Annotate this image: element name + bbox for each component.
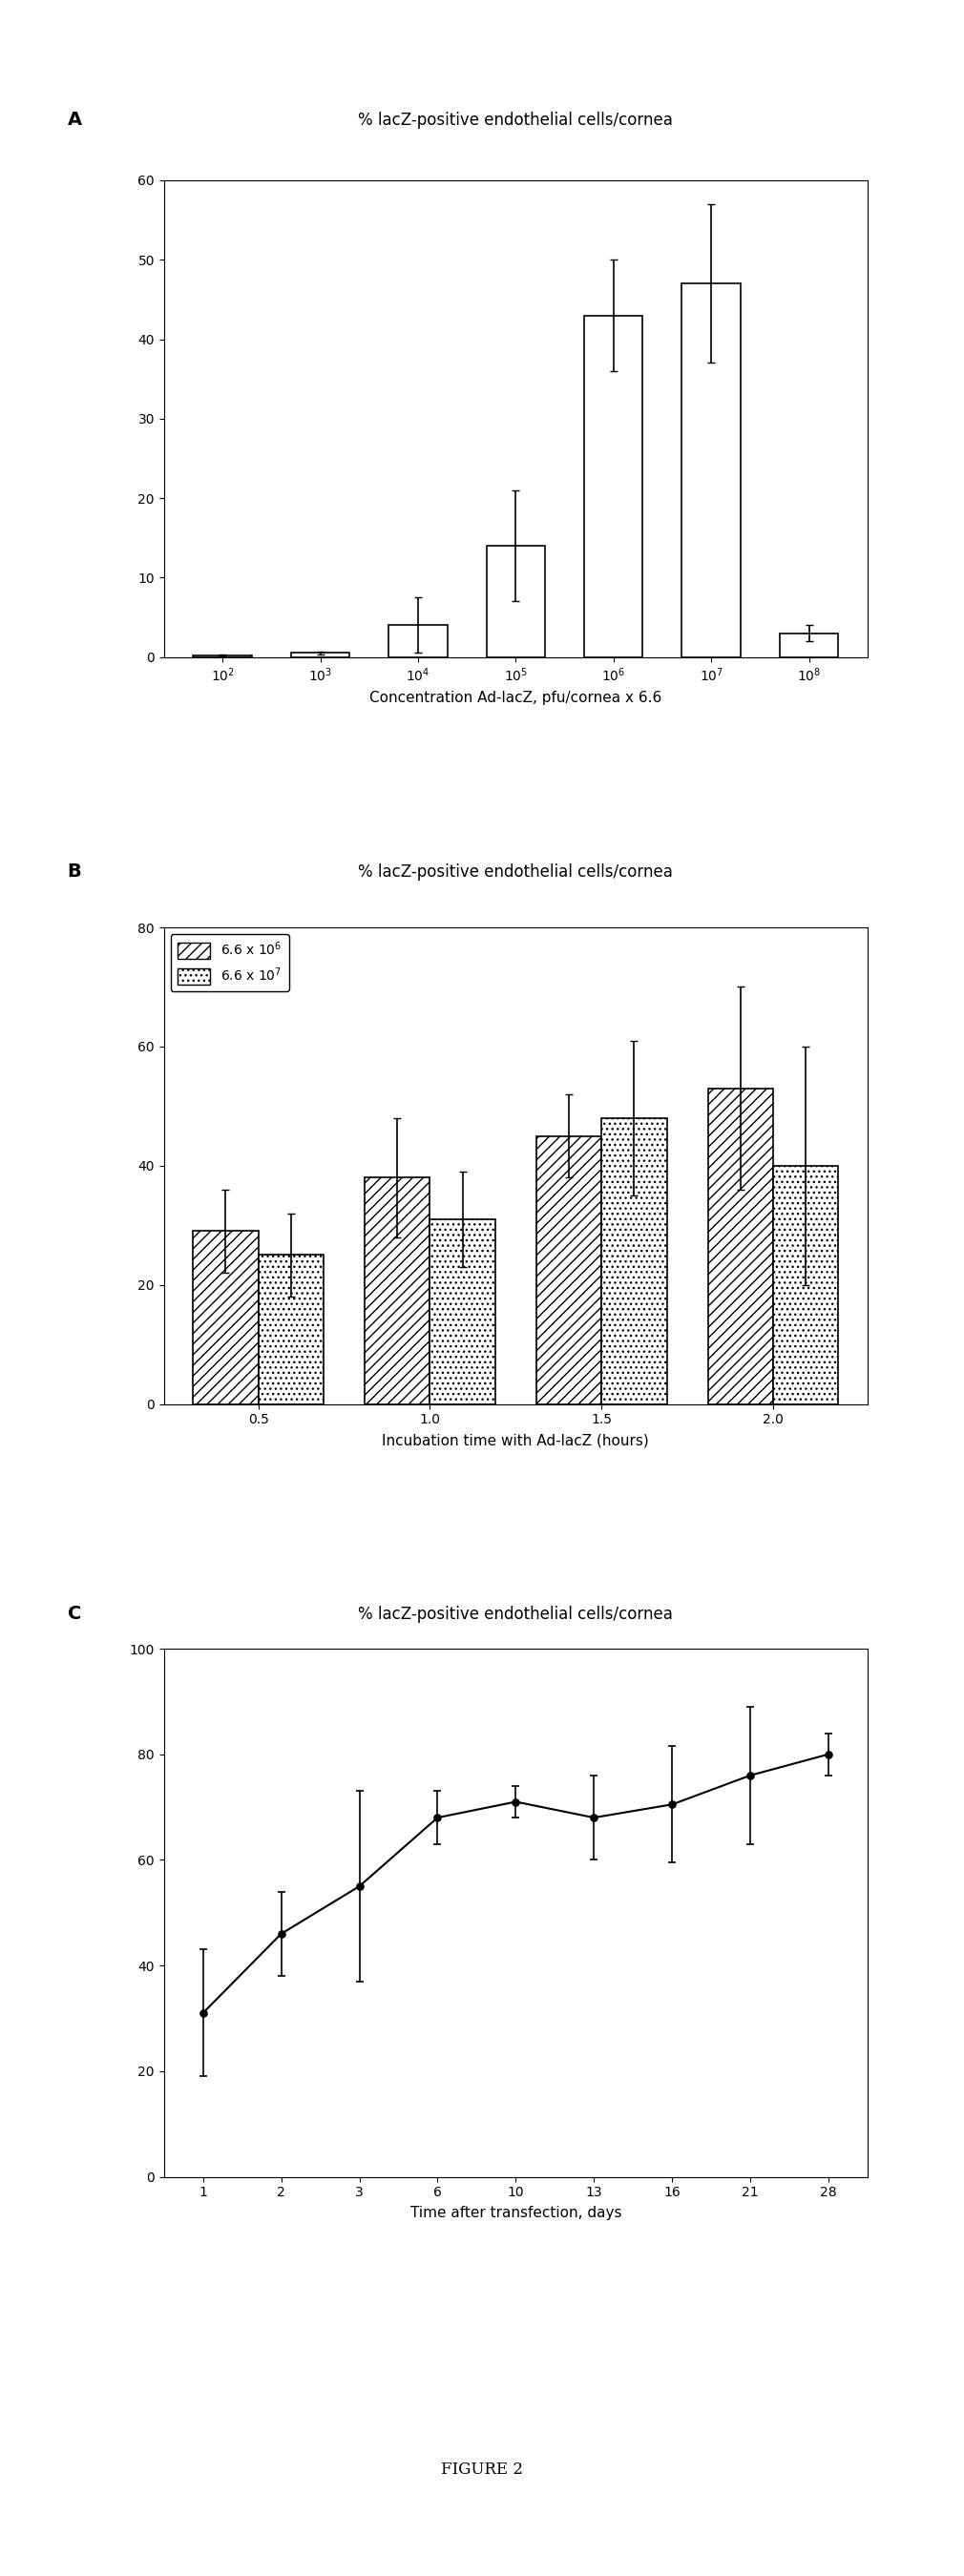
Legend: 6.6 x 10$^6$, 6.6 x 10$^7$: 6.6 x 10$^6$, 6.6 x 10$^7$	[171, 935, 289, 992]
X-axis label: Time after transfection, days: Time after transfection, days	[410, 2205, 622, 2221]
Bar	[602, 1118, 667, 1404]
Bar	[780, 634, 839, 657]
X-axis label: Incubation time with Ad-lacZ (hours): Incubation time with Ad-lacZ (hours)	[383, 1432, 649, 1448]
Text: B: B	[67, 863, 82, 881]
Bar	[258, 1255, 324, 1404]
Text: % lacZ-positive endothelial cells/cornea: % lacZ-positive endothelial cells/cornea	[359, 1605, 673, 1623]
Text: FIGURE 2: FIGURE 2	[441, 2463, 523, 2478]
Bar	[364, 1177, 430, 1404]
Bar	[487, 546, 545, 657]
Bar	[584, 314, 643, 657]
Text: C: C	[67, 1605, 81, 1623]
X-axis label: Concentration Ad-lacZ, pfu/cornea x 6.6: Concentration Ad-lacZ, pfu/cornea x 6.6	[369, 690, 662, 706]
Text: % lacZ-positive endothelial cells/cornea: % lacZ-positive endothelial cells/cornea	[359, 111, 673, 129]
Bar	[430, 1218, 495, 1404]
Bar	[708, 1087, 773, 1404]
Bar	[291, 652, 350, 657]
Bar	[682, 283, 740, 657]
Bar	[536, 1136, 602, 1404]
Bar	[193, 1231, 258, 1404]
Bar	[773, 1164, 839, 1404]
Text: % lacZ-positive endothelial cells/cornea: % lacZ-positive endothelial cells/cornea	[359, 863, 673, 881]
Bar	[388, 626, 447, 657]
Text: A: A	[67, 111, 82, 129]
